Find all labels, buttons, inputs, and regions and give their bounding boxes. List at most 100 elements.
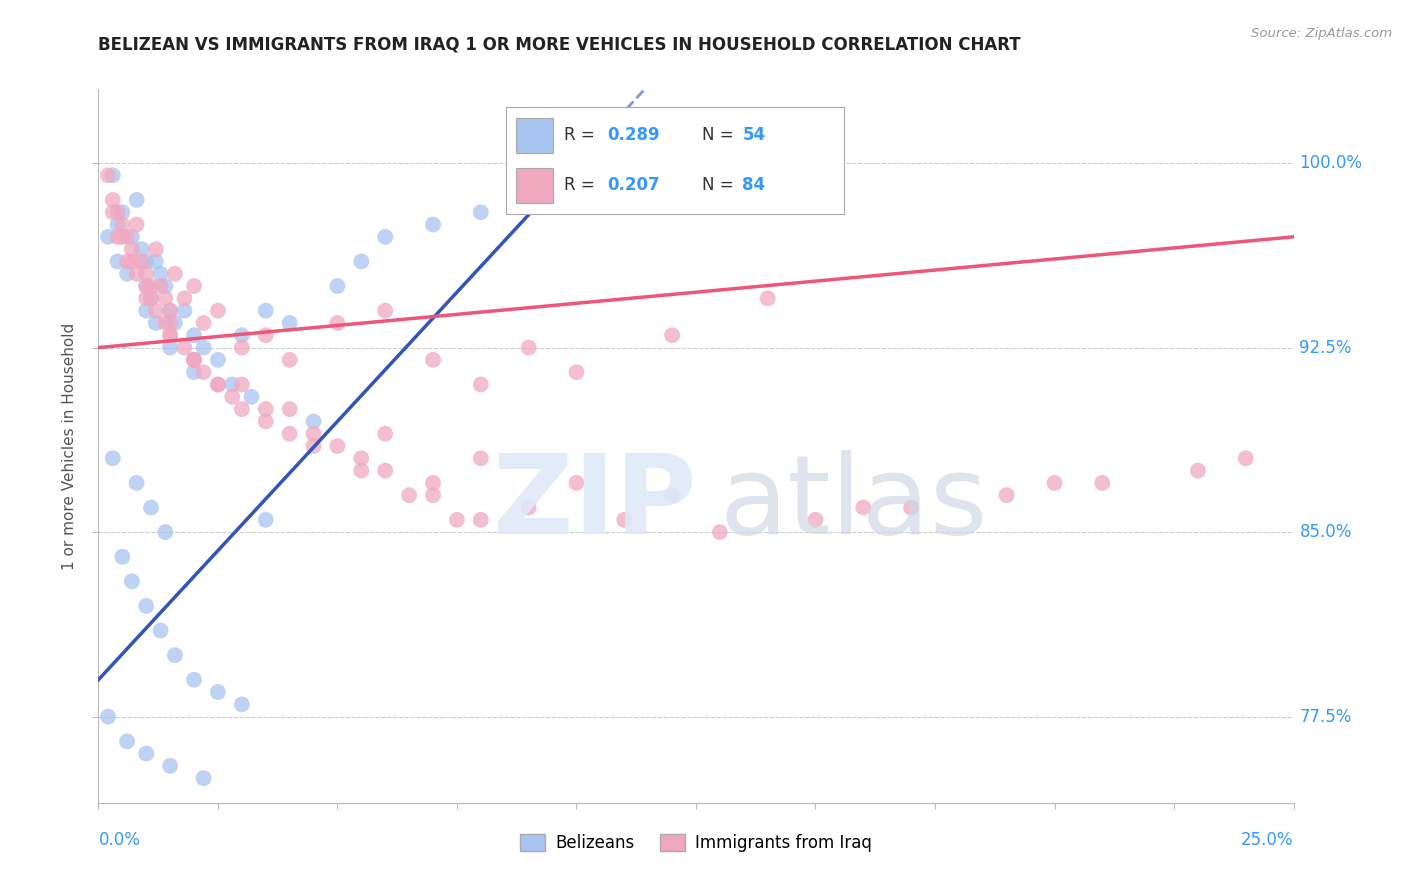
Point: [278, 426, 301, 441]
Point: [374, 303, 396, 318]
Point: [1187, 464, 1209, 478]
Point: [107, 205, 129, 219]
Point: [422, 218, 444, 232]
Point: [111, 230, 134, 244]
Point: [115, 267, 138, 281]
Point: [139, 291, 162, 305]
Point: [231, 402, 253, 417]
Point: [517, 500, 540, 515]
Point: [278, 316, 301, 330]
Point: [183, 328, 205, 343]
Point: [111, 549, 134, 564]
FancyBboxPatch shape: [516, 118, 554, 153]
Point: [193, 316, 215, 330]
Point: [1091, 475, 1114, 490]
Point: [995, 488, 1018, 502]
Point: [254, 328, 277, 343]
Point: [135, 291, 157, 305]
Point: [278, 352, 301, 367]
Point: [135, 279, 157, 293]
Point: [159, 316, 181, 330]
Point: [661, 488, 683, 502]
Point: [231, 341, 253, 355]
Point: [115, 254, 138, 268]
Point: [155, 316, 177, 330]
Text: N =: N =: [702, 126, 738, 144]
Point: [135, 254, 157, 268]
Point: [221, 390, 243, 404]
Point: [121, 242, 143, 256]
Point: [145, 254, 167, 268]
Point: [139, 291, 162, 305]
Point: [97, 230, 120, 244]
Point: [302, 439, 325, 453]
Point: [125, 475, 148, 490]
Point: [207, 377, 229, 392]
Point: [613, 513, 636, 527]
Point: [350, 254, 373, 268]
Point: [125, 267, 148, 281]
Point: [183, 352, 205, 367]
Text: 92.5%: 92.5%: [1299, 339, 1353, 357]
Point: [121, 230, 143, 244]
Text: 54: 54: [742, 126, 765, 144]
Point: [422, 488, 444, 502]
Text: 25.0%: 25.0%: [1241, 831, 1294, 849]
Point: [254, 402, 277, 417]
Point: [254, 513, 277, 527]
Point: [207, 685, 229, 699]
Text: 84: 84: [742, 177, 765, 194]
Text: 77.5%: 77.5%: [1299, 707, 1353, 726]
Point: [101, 451, 124, 466]
Point: [139, 500, 162, 515]
Point: [159, 341, 181, 355]
Point: [193, 341, 215, 355]
Point: [231, 328, 253, 343]
Point: [107, 254, 129, 268]
Point: [374, 464, 396, 478]
Point: [163, 648, 186, 662]
Point: [374, 230, 396, 244]
Point: [1234, 451, 1257, 466]
Point: [470, 205, 492, 219]
Point: [159, 759, 181, 773]
Point: [155, 279, 177, 293]
Legend: Belizeans, Immigrants from Iraq: Belizeans, Immigrants from Iraq: [513, 827, 879, 859]
Point: [115, 230, 138, 244]
Point: [207, 352, 229, 367]
Point: [111, 205, 134, 219]
Point: [302, 426, 325, 441]
Point: [183, 365, 205, 379]
Point: [1043, 475, 1066, 490]
Point: [422, 475, 444, 490]
Point: [111, 218, 134, 232]
Point: [149, 267, 172, 281]
Point: [159, 303, 181, 318]
Point: [852, 500, 875, 515]
Point: [254, 414, 277, 428]
Text: R =: R =: [564, 177, 599, 194]
Point: [125, 193, 148, 207]
Point: [149, 279, 172, 293]
Point: [565, 365, 588, 379]
Point: [565, 475, 588, 490]
Point: [101, 169, 124, 183]
Point: [207, 303, 229, 318]
Point: [135, 747, 157, 761]
Point: [756, 291, 779, 305]
Point: [193, 365, 215, 379]
Point: [374, 426, 396, 441]
Point: [302, 414, 325, 428]
Point: [183, 352, 205, 367]
Point: [183, 673, 205, 687]
Point: [173, 341, 195, 355]
Point: [121, 254, 143, 268]
Point: [254, 303, 277, 318]
Point: [173, 303, 195, 318]
Point: [135, 279, 157, 293]
Point: [149, 624, 172, 638]
Point: [326, 316, 349, 330]
Point: [131, 254, 153, 268]
Point: [135, 267, 157, 281]
Text: 100.0%: 100.0%: [1299, 154, 1362, 172]
